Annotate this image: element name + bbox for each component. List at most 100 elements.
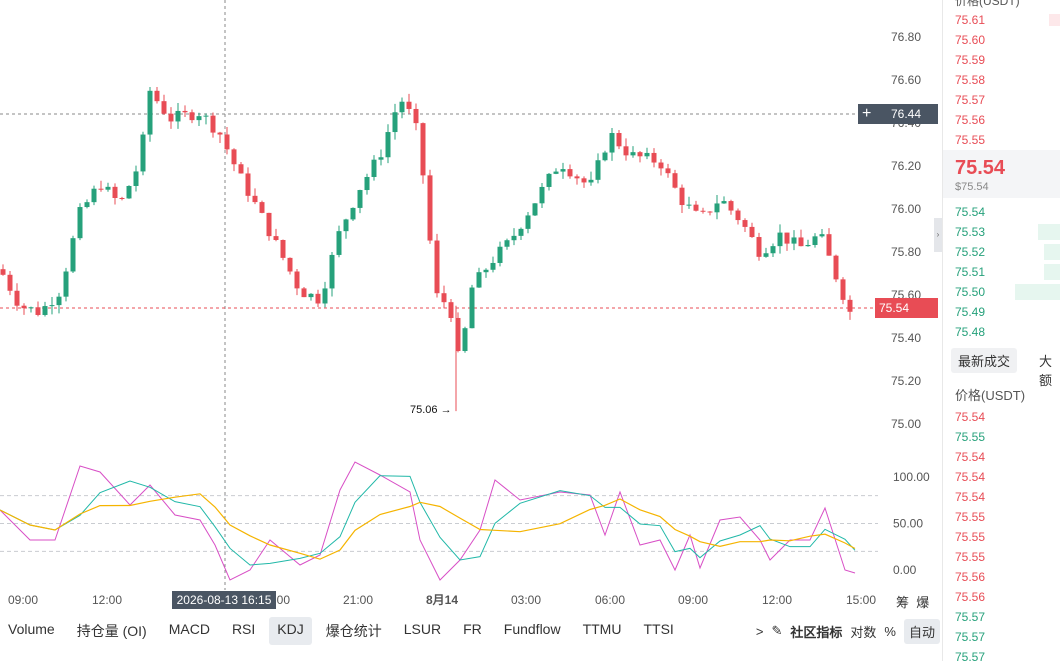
candle-body [7, 274, 13, 291]
tab-fr[interactable]: FR [463, 621, 482, 637]
candle-body [63, 271, 69, 297]
candle-body [105, 186, 111, 190]
price-chart[interactable]: 76.8076.6076.4076.2076.0075.8075.6075.40… [0, 0, 940, 615]
tab-fundflow[interactable]: Fundflow [503, 621, 561, 637]
orderbook-header: 价格(USDT) [955, 0, 1020, 8]
candle-body [119, 197, 125, 199]
candle-body [483, 269, 489, 273]
auto-scale-button[interactable]: 自动 [903, 618, 940, 644]
log-scale-button[interactable]: 对数 [850, 624, 877, 640]
ask-row[interactable]: 75.58 [943, 70, 1060, 90]
candle-body [616, 133, 622, 147]
bid-row[interactable]: 75.52 [943, 242, 1060, 262]
candle-body [280, 239, 286, 258]
candle-body [133, 171, 139, 186]
trade-row: 75.56 [955, 570, 986, 584]
candle-body [301, 288, 307, 298]
bid-row[interactable]: 75.49 [943, 302, 1060, 322]
community-indicators-button[interactable]: 社区指标 [790, 624, 843, 640]
candle-body [665, 168, 671, 174]
tab-[interactable]: 爆仓统计 [325, 623, 382, 639]
candle-body [728, 201, 734, 211]
tab-big-trades[interactable]: 大额 [1039, 354, 1053, 388]
candle-body [777, 232, 783, 247]
candle-body [840, 279, 846, 300]
trade-row: 75.55 [955, 530, 986, 544]
candle-body [231, 149, 237, 165]
ask-row[interactable]: 75.61 [943, 10, 1060, 30]
candle-body [238, 164, 244, 174]
chip-toggle[interactable]: 筹 [896, 595, 910, 610]
bid-row[interactable]: 75.50 [943, 282, 1060, 302]
ask-price: 75.56 [955, 113, 986, 127]
trade-row: 75.54 [955, 470, 986, 484]
candle-body [455, 317, 461, 352]
ask-row[interactable]: 75.60 [943, 30, 1060, 50]
candle-body [14, 290, 20, 306]
candle-body [630, 152, 636, 156]
price-tick-label: 76.60 [891, 73, 921, 87]
more-indicators-button[interactable]: > [755, 623, 764, 639]
candle-body [651, 152, 657, 163]
candle-body [35, 307, 41, 315]
tab-ttmu[interactable]: TTMU [582, 621, 622, 637]
kdj-k-line [0, 475, 856, 566]
candle-body [791, 237, 797, 244]
candle-body [84, 202, 90, 208]
candle-body [371, 159, 377, 177]
side-toggles[interactable]: 筹 爆 [896, 592, 929, 611]
candle-body [273, 236, 279, 240]
candle-body [679, 187, 685, 206]
ask-price: 75.60 [955, 33, 986, 47]
candle-body [140, 134, 146, 172]
tab-latest-trades[interactable]: 最新成交 [951, 348, 1018, 373]
ask-row[interactable]: 75.55 [943, 130, 1060, 150]
candle-body [336, 231, 342, 255]
candle-body [315, 293, 321, 304]
candle-body [532, 203, 538, 216]
trade-row: 75.55 [955, 430, 986, 444]
candle-body [245, 173, 251, 196]
candle-body [441, 293, 447, 303]
candle-body [714, 203, 720, 213]
candle-body [448, 302, 454, 318]
tab-lsur[interactable]: LSUR [403, 621, 442, 637]
edit-icon[interactable]: ✎ [771, 623, 783, 638]
percent-scale-button[interactable]: % [884, 623, 896, 639]
candle-body [784, 232, 790, 244]
candle-body [399, 101, 405, 113]
candle-body [595, 160, 601, 180]
candle-body [294, 271, 300, 289]
time-tick-label: 09:00 [678, 593, 708, 607]
add-alert-icon[interactable]: + [862, 105, 872, 122]
bid-row[interactable]: 75.48 [943, 322, 1060, 342]
candle-body [469, 287, 475, 329]
time-tick-label: 12:00 [762, 593, 792, 607]
tab-ttsi[interactable]: TTSI [643, 621, 674, 637]
ask-price: 75.58 [955, 73, 986, 87]
collapse-panel-icon[interactable]: › [934, 218, 942, 252]
tab-kdj[interactable]: KDJ [269, 617, 312, 645]
kdj-tick-label: 50.00 [893, 517, 923, 531]
panel-divider [942, 0, 943, 661]
tab-rsi[interactable]: RSI [231, 621, 256, 637]
ask-row[interactable]: 75.59 [943, 50, 1060, 70]
bid-row[interactable]: 75.51 [943, 262, 1060, 282]
tab-macd[interactable]: MACD [168, 621, 210, 637]
tab-oi[interactable]: 持仓量 (OI) [76, 623, 147, 639]
price-tick-label: 76.20 [891, 159, 921, 173]
trades-header: 价格(USDT) [955, 388, 1026, 403]
crosshair-price-tag: + 76.44 [858, 104, 938, 124]
ask-row[interactable]: 75.56 [943, 110, 1060, 130]
bid-row[interactable]: 75.53 [943, 222, 1060, 242]
candle-body [644, 152, 650, 157]
candle-body [588, 179, 594, 183]
candle-body [511, 235, 517, 241]
liquidation-toggle[interactable]: 爆 [916, 595, 930, 610]
bid-price: 75.50 [955, 285, 986, 299]
tab-volume[interactable]: Volume [8, 621, 55, 637]
time-tick-label: 8月14 [426, 593, 458, 607]
bid-row[interactable]: 75.54 [943, 202, 1060, 222]
ask-row[interactable]: 75.57 [943, 90, 1060, 110]
trade-row: 75.57 [955, 630, 986, 644]
